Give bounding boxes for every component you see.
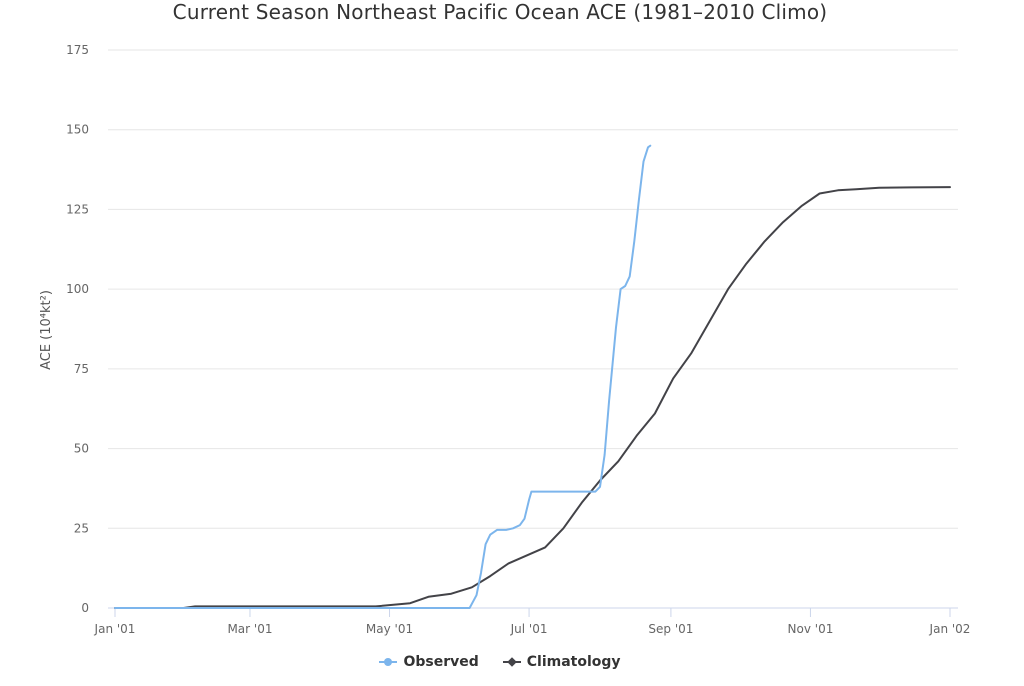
- x-tick-label: Jul '01: [510, 622, 548, 636]
- legend-item-observed[interactable]: Observed: [379, 654, 479, 670]
- x-tick-label: Mar '01: [227, 622, 272, 636]
- legend-item-climatology[interactable]: Climatology: [502, 654, 621, 670]
- x-tick-label: Sep '01: [648, 622, 693, 636]
- series-line-observed[interactable]: [114, 144, 652, 609]
- x-tick-label: Jan '01: [94, 622, 136, 636]
- x-axis: Jan '01 Mar '01 May '01 Jul '01 Sep '01 Nov '…: [94, 607, 971, 636]
- y-axis-title: ACE (10⁴kt²): [39, 290, 54, 370]
- gridlines: [108, 49, 958, 529]
- legend-label-climatology: Climatology: [526, 654, 621, 670]
- climatology-line-icon: [502, 656, 521, 668]
- x-tick-label: May '01: [366, 622, 413, 636]
- y-tick-label: 100: [66, 282, 89, 296]
- observed-line-icon: [379, 656, 398, 668]
- y-tick-label: 25: [74, 521, 89, 535]
- legend-label-observed: Observed: [403, 654, 479, 670]
- y-tick-label: 125: [66, 202, 89, 216]
- chart-title: Current Season Northeast Pacific Ocean A…: [172, 0, 828, 24]
- y-tick-label: 150: [66, 123, 89, 137]
- y-axis: 0 25 50 75 100 125 150 175: [66, 43, 89, 615]
- x-tick-label: Jan '02: [929, 622, 971, 636]
- ace-line-chart: 0 25 50 75 100 125 150 175 Jan '01 Mar '01 May '0…: [39, 43, 971, 636]
- legend: Observed Climatology: [0, 654, 1000, 670]
- y-tick-label: 50: [74, 442, 89, 456]
- x-tick-label: Nov '01: [788, 622, 834, 636]
- y-tick-label: 0: [81, 601, 89, 615]
- y-tick-label: 75: [74, 362, 89, 376]
- series-lines: [114, 144, 951, 609]
- series-line-climatology[interactable]: [114, 186, 951, 609]
- y-tick-label: 175: [66, 43, 89, 57]
